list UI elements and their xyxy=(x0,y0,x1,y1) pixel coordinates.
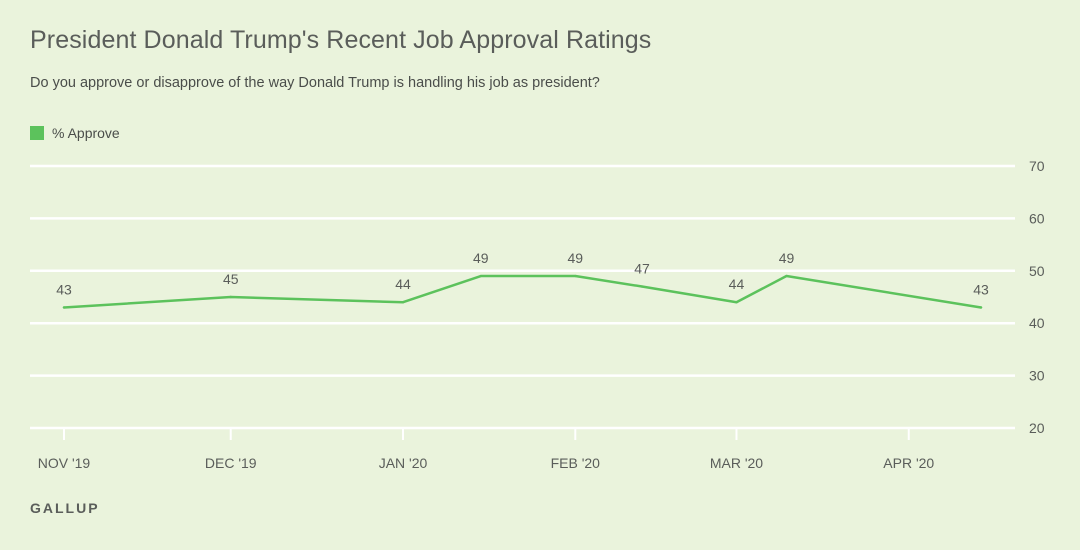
x-tick-label: APR '20 xyxy=(883,455,934,471)
data-point xyxy=(640,285,644,288)
data-label: 43 xyxy=(973,281,989,297)
data-point xyxy=(785,274,788,278)
chart-title: President Donald Trump's Recent Job Appr… xyxy=(30,26,652,54)
y-tick-label: 50 xyxy=(1029,263,1045,279)
series-line-approve xyxy=(62,274,983,309)
data-label: 47 xyxy=(634,261,650,277)
x-tick-label: JAN '20 xyxy=(379,455,428,471)
x-tick-label: MAR '20 xyxy=(710,455,763,471)
data-point xyxy=(229,295,232,299)
y-tick-label: 70 xyxy=(1029,158,1045,174)
data-point xyxy=(479,274,483,278)
legend-label-approve: % Approve xyxy=(52,125,120,141)
chart-subtitle: Do you approve or disapprove of the way … xyxy=(30,75,600,91)
data-label: 49 xyxy=(779,250,795,266)
y-tick-label: 20 xyxy=(1029,420,1045,436)
data-label: 49 xyxy=(568,250,584,266)
data-point xyxy=(735,301,738,304)
legend-swatch-approve xyxy=(30,126,44,140)
chart-legend: % Approve xyxy=(30,125,120,141)
y-tick-label: 30 xyxy=(1029,368,1045,384)
source-brand: GALLUP xyxy=(30,500,100,516)
x-tick-label: FEB '20 xyxy=(551,455,601,471)
data-point xyxy=(979,306,983,309)
y-tick-label: 60 xyxy=(1029,210,1045,226)
data-label: 44 xyxy=(395,276,411,292)
data-label: 45 xyxy=(223,271,239,287)
x-tick-label: DEC '19 xyxy=(205,455,257,471)
x-tick-label: NOV '19 xyxy=(38,455,91,471)
data-point xyxy=(62,306,66,309)
y-tick-label: 40 xyxy=(1029,315,1045,331)
data-label: 43 xyxy=(56,281,72,297)
data-label: 44 xyxy=(729,276,745,292)
data-point xyxy=(574,274,577,278)
data-label: 49 xyxy=(473,250,489,266)
data-point xyxy=(401,301,405,304)
